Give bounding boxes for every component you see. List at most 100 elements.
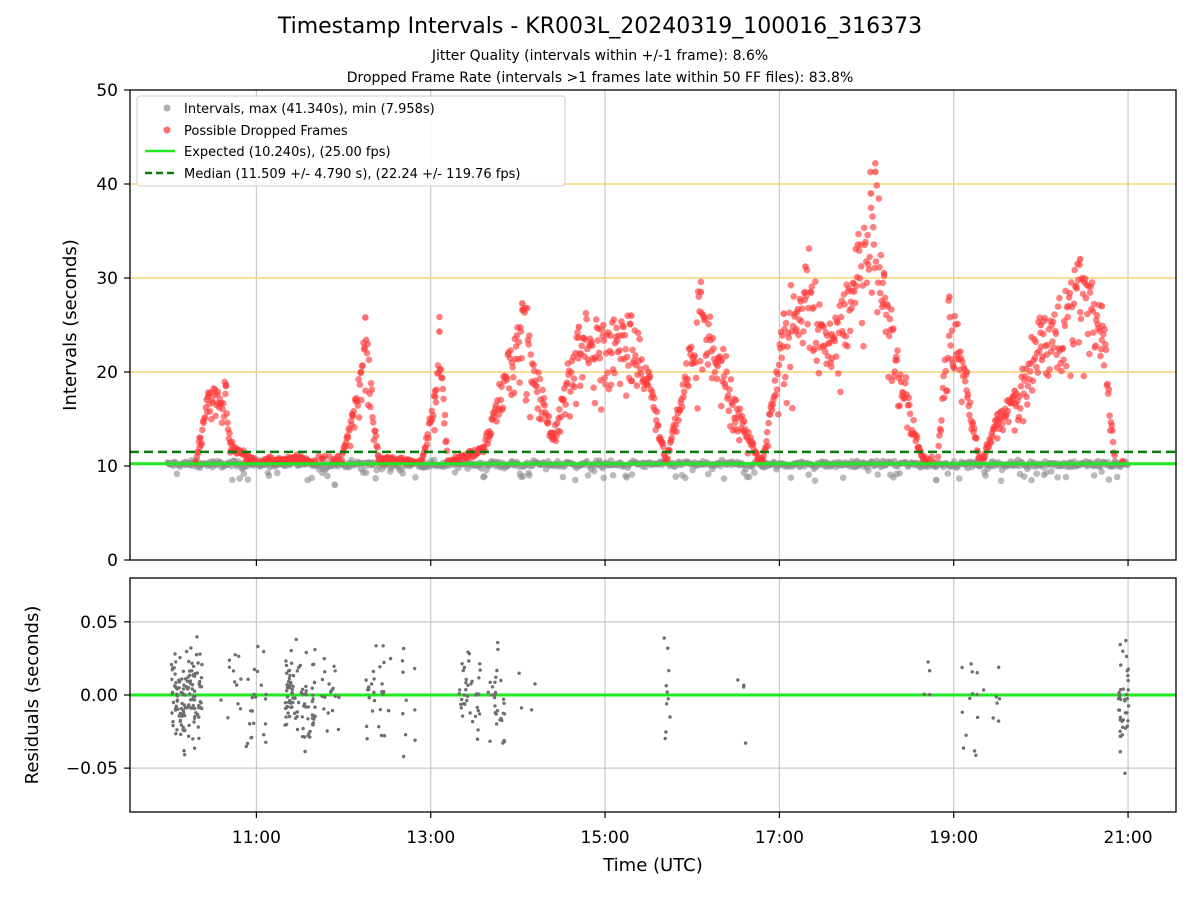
residual-point xyxy=(517,671,521,675)
interval-point xyxy=(229,476,236,484)
y-tick-label: 0.05 xyxy=(80,613,118,633)
dropped-frame-point xyxy=(438,374,446,382)
dropped-frame-point xyxy=(910,416,917,424)
residual-point xyxy=(227,665,232,669)
residual-point xyxy=(366,685,371,689)
dropped-frame-point xyxy=(966,399,974,406)
dropped-frame-point xyxy=(928,453,936,461)
dropped-frame-point xyxy=(749,440,757,448)
dropped-frame-point xyxy=(773,386,781,393)
dropped-frame-point xyxy=(525,341,532,348)
dropped-frame-point xyxy=(222,382,230,390)
dropped-frame-point xyxy=(570,375,578,382)
dropped-frame-point xyxy=(1109,438,1117,446)
residual-point xyxy=(262,733,266,737)
dropped-frame-point xyxy=(786,309,793,317)
residual-point xyxy=(190,687,194,691)
residual-point xyxy=(310,716,315,720)
residual-point xyxy=(298,663,302,668)
residual-point xyxy=(198,652,202,656)
residual-point xyxy=(467,652,471,656)
residual-point xyxy=(477,692,481,696)
dropped-frame-point xyxy=(429,412,437,419)
residual-point xyxy=(188,692,192,696)
dropped-frame-point xyxy=(763,428,771,436)
residual-point xyxy=(488,680,492,684)
dropped-frame-point xyxy=(937,427,945,435)
dropped-frame-point xyxy=(613,324,620,332)
dropped-frame-point xyxy=(820,323,827,331)
residual-point xyxy=(486,690,490,694)
residual-point xyxy=(478,662,482,666)
dropped-frame-point xyxy=(941,394,948,402)
dropped-frame-point xyxy=(802,263,809,271)
interval-point xyxy=(839,474,847,482)
residual-point xyxy=(197,681,201,686)
residual-point xyxy=(968,696,972,701)
intervals-y-ticks: 0 10 20 30 40 50 xyxy=(96,81,130,571)
dropped-frame-point xyxy=(815,369,823,377)
dropped-frame-point xyxy=(218,419,226,427)
residual-point xyxy=(284,663,289,668)
residual-point xyxy=(233,653,237,657)
residual-point xyxy=(189,646,193,650)
x-tick-label: 11:00 xyxy=(232,828,281,848)
residual-point xyxy=(413,708,417,712)
interval-point xyxy=(956,475,963,482)
residual-point xyxy=(372,690,376,694)
interval-point xyxy=(705,470,712,478)
residual-point xyxy=(188,706,193,710)
residual-point xyxy=(468,711,472,715)
interval-point xyxy=(787,474,795,482)
dropped-frame-point xyxy=(858,319,866,327)
residual-point xyxy=(182,753,187,757)
dropped-frame-point xyxy=(629,346,636,354)
dropped-frame-point xyxy=(627,312,635,319)
legend-marker-dropped xyxy=(163,126,171,134)
residual-point xyxy=(467,659,471,663)
dropped-frame-point xyxy=(368,386,376,393)
residual-point xyxy=(287,676,292,681)
dropped-frame-point xyxy=(1056,294,1063,302)
dropped-frame-point xyxy=(637,370,645,378)
residual-point xyxy=(307,731,311,735)
residual-point xyxy=(494,675,498,679)
residual-point xyxy=(306,705,311,709)
dropped-frame-point xyxy=(627,320,634,328)
dropped-frame-point xyxy=(771,377,779,384)
dropped-frame-point xyxy=(874,308,881,316)
residual-point xyxy=(303,749,307,754)
residual-point xyxy=(736,678,740,682)
dropped-frame-point xyxy=(591,399,599,407)
residual-point xyxy=(197,715,201,719)
residual-point xyxy=(742,683,746,687)
residual-point xyxy=(365,737,369,741)
residual-point xyxy=(462,693,466,697)
dropped-frame-point xyxy=(222,390,229,398)
dropped-frame-point xyxy=(534,405,542,412)
dropped-frame-point xyxy=(775,411,782,418)
residual-point xyxy=(174,660,178,664)
residual-point xyxy=(494,722,499,726)
residual-point xyxy=(284,715,288,719)
residual-point xyxy=(181,687,186,691)
dropped-frame-point xyxy=(772,391,779,399)
residual-point xyxy=(501,741,505,745)
interval-point xyxy=(751,469,758,477)
dropped-frame-point xyxy=(495,411,503,419)
dropped-frame-point xyxy=(1017,382,1025,390)
dropped-frame-point xyxy=(867,168,874,176)
dropped-frame-point xyxy=(966,411,973,419)
dropped-frame-point xyxy=(938,417,945,424)
dropped-frame-point xyxy=(1090,329,1097,336)
residual-point xyxy=(331,686,335,691)
dropped-frame-point xyxy=(219,406,226,413)
interval-point xyxy=(628,471,636,478)
dropped-frame-point xyxy=(595,349,603,357)
dropped-frame-point xyxy=(1100,362,1108,369)
dropped-frame-point xyxy=(891,368,899,375)
dropped-frame-point xyxy=(834,319,841,327)
interval-point xyxy=(874,471,881,478)
dropped-frame-point xyxy=(828,331,835,338)
residual-point xyxy=(310,699,314,704)
